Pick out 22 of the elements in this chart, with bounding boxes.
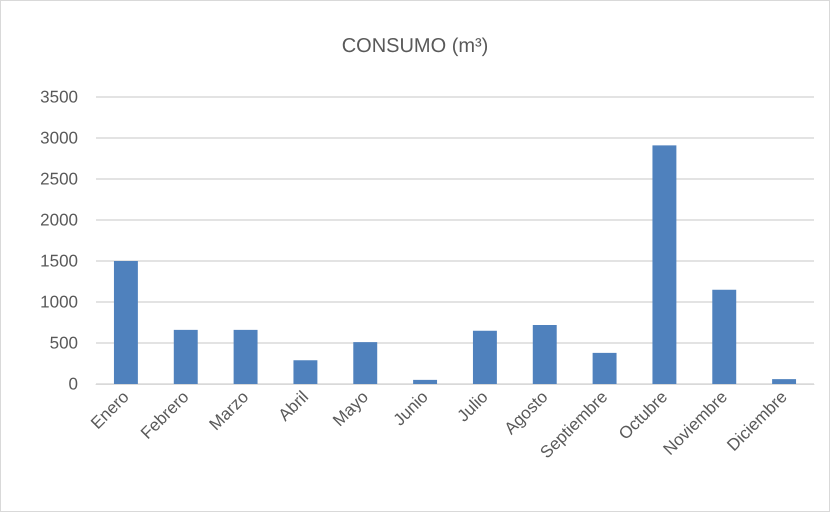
y-tick-label: 3500 — [40, 88, 78, 106]
bar — [532, 324, 557, 384]
y-tick-label: 1000 — [40, 292, 78, 312]
bar — [114, 261, 138, 384]
bar — [353, 342, 378, 384]
x-tick-label: Julio — [453, 387, 492, 426]
bar — [652, 145, 676, 384]
y-tick-label: 2000 — [40, 210, 78, 230]
bar — [772, 379, 796, 384]
bar — [472, 330, 497, 384]
bar — [293, 360, 318, 384]
y-tick-label: 3000 — [40, 128, 78, 148]
y-tick-label: 500 — [50, 334, 78, 352]
bar — [413, 380, 438, 384]
bar — [174, 330, 198, 384]
y-tick-label: 2500 — [40, 170, 78, 188]
y-tick-label: 1500 — [40, 252, 78, 270]
y-tick-label: 0 — [68, 374, 78, 394]
bar — [712, 290, 736, 384]
bar — [234, 330, 258, 384]
bar — [592, 352, 617, 384]
chart-title: CONSUMO (m³) — [342, 35, 488, 57]
